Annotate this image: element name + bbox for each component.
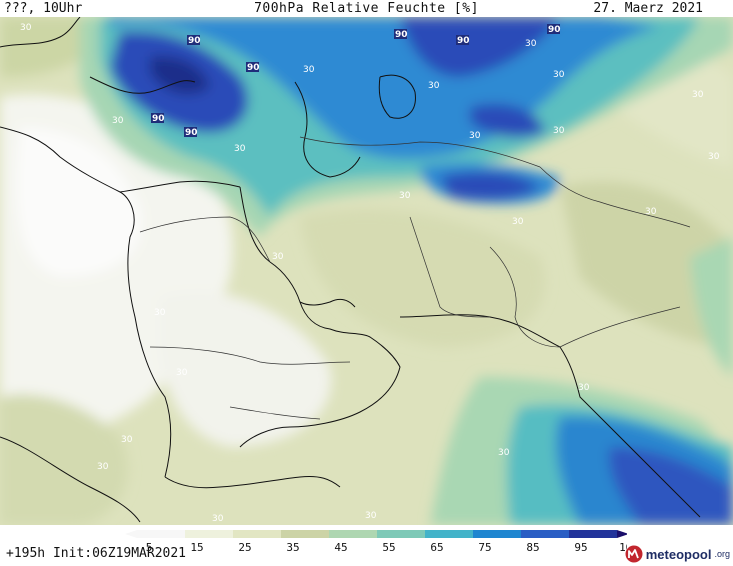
legend-swatch bbox=[281, 530, 329, 538]
model-run-info: +195h Init:06Z19MAR2021 bbox=[6, 546, 187, 561]
contour-label: 30 bbox=[498, 448, 510, 458]
forecast-date: 27. Maerz 2021 bbox=[593, 1, 703, 16]
contour-label: 90 bbox=[152, 114, 165, 124]
legend-swatch bbox=[569, 530, 617, 538]
contour-label: 30 bbox=[553, 126, 565, 136]
meteopool-icon bbox=[625, 545, 643, 563]
contour-label: 90 bbox=[395, 30, 408, 40]
legend-swatch bbox=[185, 530, 233, 538]
contour-label-background bbox=[394, 29, 407, 39]
legend-tick-label: 100 bbox=[619, 541, 627, 554]
brand-name: meteopool bbox=[645, 546, 712, 562]
contour-label-background bbox=[547, 24, 560, 34]
meteopool-logo[interactable]: meteopool .org bbox=[625, 545, 730, 563]
legend-tick-label: 85 bbox=[526, 541, 539, 554]
contour-label: 30 bbox=[212, 514, 224, 524]
contour-label: 30 bbox=[469, 131, 481, 141]
contour-label: 30 bbox=[97, 462, 109, 472]
coastlines bbox=[0, 17, 701, 523]
legend-tick-label: 35 bbox=[286, 541, 299, 554]
legend-swatch bbox=[521, 530, 569, 538]
legend-swatch bbox=[329, 530, 377, 538]
brand-tld: .org bbox=[714, 549, 730, 559]
legend-tick-label: 25 bbox=[238, 541, 251, 554]
contour-label-background bbox=[184, 127, 197, 137]
contour-label: 30 bbox=[708, 152, 720, 162]
contour-labels: 30 90 90 90 90 90 90 90 30 30 30 30 30 30 30 30 30 30 30 30… bbox=[20, 23, 720, 524]
humidity-field bbox=[0, 17, 733, 525]
legend-tick-label: 15 bbox=[190, 541, 203, 554]
legend-swatch bbox=[425, 530, 473, 538]
contour-label: 30 bbox=[692, 90, 704, 100]
contour-label: 30 bbox=[645, 207, 657, 217]
contour-label: 90 bbox=[185, 128, 198, 138]
legend-swatch bbox=[377, 530, 425, 538]
contour-label: 30 bbox=[578, 383, 590, 393]
contour-label-background bbox=[151, 113, 164, 123]
contour-label: 90 bbox=[548, 25, 561, 35]
contour-label: 30 bbox=[154, 308, 166, 318]
contour-label: 30 bbox=[365, 511, 377, 521]
legend-tick-label: 45 bbox=[334, 541, 347, 554]
contour-label: 90 bbox=[188, 36, 201, 46]
legend-swatch bbox=[233, 530, 281, 538]
legend-tick-label: 95 bbox=[574, 541, 587, 554]
contour-label-background bbox=[246, 62, 259, 72]
contour-label: 30 bbox=[112, 116, 124, 126]
color-scale-legend: 5 15 25 35 45 55 65 75 85 95 100 bbox=[125, 530, 627, 554]
contour-label: 30 bbox=[553, 70, 565, 80]
legend-tick-label: 65 bbox=[430, 541, 443, 554]
contour-label: 30 bbox=[525, 39, 537, 49]
legend-tick-label: 5 bbox=[146, 541, 153, 554]
forecast-time-label: ???, 10Uhr bbox=[4, 1, 83, 16]
contour-label-background bbox=[187, 35, 200, 45]
contour-label: 90 bbox=[457, 36, 470, 46]
legend-tick-label: 75 bbox=[478, 541, 491, 554]
contour-label: 30 bbox=[176, 368, 188, 378]
humidity-map: 30 90 90 90 90 90 90 90 30 30 30 30 30 30 30 30 30 30 30 30… bbox=[0, 17, 733, 525]
legend-swatch bbox=[137, 530, 185, 538]
legend-tick-label: 55 bbox=[382, 541, 395, 554]
legend-arrow bbox=[617, 530, 627, 538]
borders bbox=[139, 136, 691, 420]
contour-label: 30 bbox=[428, 81, 440, 91]
legend-arrow bbox=[125, 530, 137, 538]
contour-label: 30 bbox=[20, 23, 32, 33]
contour-label: 30 bbox=[121, 435, 133, 445]
contour-label: 30 bbox=[512, 217, 524, 227]
map-title: 700hPa Relative Feuchte [%] bbox=[254, 1, 479, 16]
contour-label-background bbox=[456, 35, 469, 45]
contour-label: 90 bbox=[247, 63, 260, 73]
contour-label: 30 bbox=[272, 252, 284, 262]
contour-label: 30 bbox=[303, 65, 315, 75]
legend-swatch bbox=[473, 530, 521, 538]
contour-label: 30 bbox=[234, 144, 246, 154]
contour-label: 30 bbox=[399, 191, 411, 201]
